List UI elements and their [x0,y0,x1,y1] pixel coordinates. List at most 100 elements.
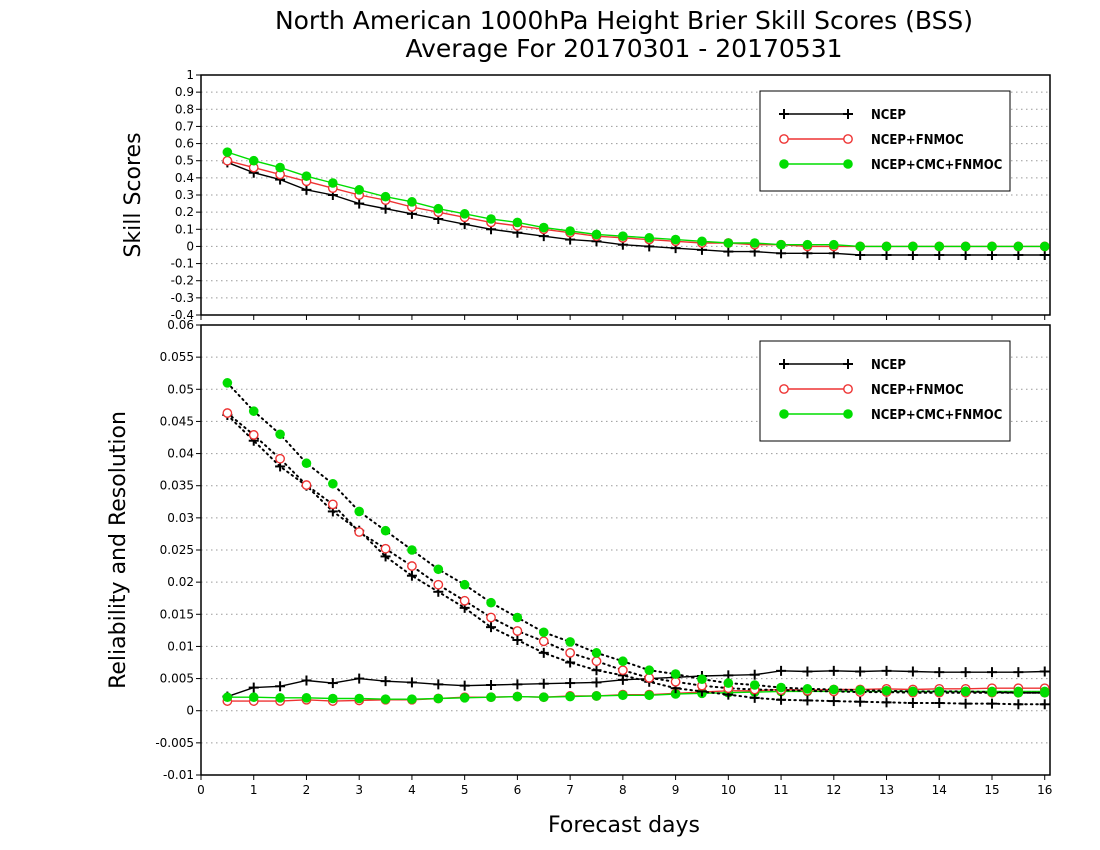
data-point [565,647,576,658]
data-point [407,545,417,555]
x-tick-label: 8 [619,783,627,797]
series-ncep-cmc-fnmoc-resolution [222,378,1050,698]
legend-marker [779,359,789,369]
data-point [1013,667,1024,678]
x-tick-label: 1 [250,783,258,797]
x-tick-label: 11 [773,783,788,797]
data-point [301,184,312,195]
data-point [486,692,496,703]
data-point [723,246,734,257]
data-point [934,250,945,260]
x-axis-label: Forecast days [548,813,700,838]
legend-marker [779,159,789,169]
data-point [380,694,391,704]
data-point [960,250,971,260]
data-point [960,686,971,697]
data-point [512,691,523,702]
data-point [1039,699,1050,710]
data-point [987,687,997,697]
data-point [433,679,444,690]
data-point [934,686,945,697]
data-point [802,684,813,694]
y-tick-label: 0.3 [175,188,194,202]
data-point [670,234,681,245]
data-point [908,686,918,697]
data-point [986,667,997,678]
data-point [934,241,945,252]
x-tick-label: 9 [672,783,680,797]
data-point [407,197,417,207]
data-point [354,506,364,517]
data-point [406,677,417,688]
data-point [380,525,391,536]
legend-marker [843,134,853,144]
y-tick-label: 0.2 [175,205,194,219]
data-point [670,689,681,699]
data-point [776,239,786,250]
legend-label: NCEP [871,108,906,123]
data-point [723,238,734,248]
legend-label: NCEP+CMC+FNMOC [871,408,1002,423]
x-tick-label: 10 [721,783,736,797]
y-tick-label: 0.035 [160,479,194,493]
data-point [512,626,523,636]
data-point [565,637,575,647]
legend-box [759,340,1011,442]
legend-label: NCEP+FNMOC [871,383,964,398]
data-point [354,185,364,195]
data-point [907,666,918,677]
legend-marker [843,359,853,369]
x-tick-label: 15 [984,783,999,797]
data-point [222,147,233,157]
y-tick-label: 0.1 [175,222,194,236]
data-point [591,665,602,676]
y-tick-label: -0.2 [171,274,194,288]
skill-scores-panel: 1 0.9 0.8 0.7 0.6 0.5 0.4 0.3 0.2 0.1 0 -0.1 -0.2 -0.… [171,68,1051,322]
data-point [591,648,602,658]
data-point [986,250,997,260]
data-point [538,678,549,689]
x-tick-label: 4 [408,783,416,797]
data-point [697,674,707,685]
data-point [1013,241,1024,252]
top-y-axis-label: Skill Scores [121,132,146,257]
series-ncep [222,157,1050,260]
y-tick-label: 0.025 [160,543,194,557]
data-point [776,665,787,676]
data-point [380,676,391,687]
data-point [512,217,523,228]
data-point [248,430,259,440]
data-point [248,406,259,416]
data-point [986,698,997,709]
data-point [776,248,787,259]
x-tick-label: 14 [932,783,947,797]
data-point [960,241,971,252]
data-point [486,622,497,633]
data-point [908,241,918,252]
data-point [301,480,312,490]
plot-frame [200,324,1051,776]
data-point [538,692,549,703]
y-tick-label: 0.045 [160,414,194,428]
data-point [565,226,575,236]
series-line [227,690,1045,700]
data-point [486,597,496,608]
data-point [380,543,391,554]
data-point [855,241,865,252]
data-point [275,681,286,692]
data-point [670,669,681,679]
data-point [459,209,470,219]
x-tick-label: 3 [355,783,363,797]
bottom-y-axis-label: Reliability and Resolution [106,411,131,689]
data-point [855,666,866,677]
data-point [275,162,285,173]
data-point [248,682,259,693]
data-point [618,231,628,241]
data-point [617,665,628,676]
data-point [828,696,839,707]
y-tick-label: 0.03 [167,511,194,525]
data-point [855,696,866,707]
x-tick-label: 7 [566,783,574,797]
data-point [1039,666,1050,677]
